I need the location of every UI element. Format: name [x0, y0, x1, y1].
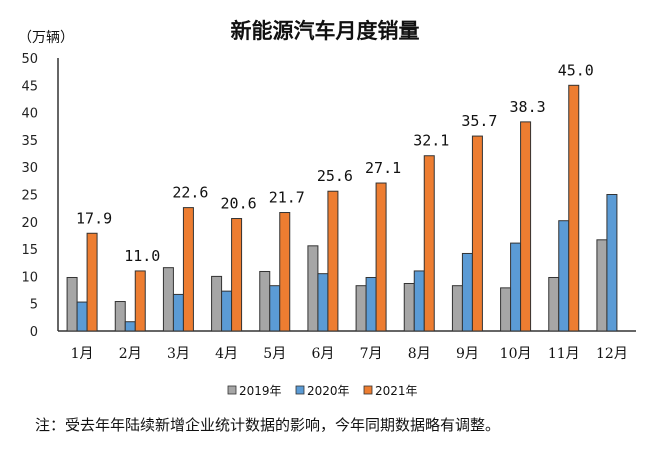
bar-2021年-11月	[568, 84, 580, 332]
chart-title: 新能源汽车月度销量	[231, 18, 420, 43]
bar-2021年-7月	[375, 182, 387, 332]
bar-2020年-11月	[558, 220, 570, 332]
data-label: 17.9	[76, 209, 112, 227]
x-tick-label: 2月	[119, 346, 142, 362]
legend-swatch	[363, 385, 373, 395]
data-label: 32.1	[413, 132, 449, 150]
x-tick-label: 1月	[71, 346, 94, 362]
x-tick-label: 5月	[263, 346, 286, 362]
y-tick-label: 10	[21, 270, 38, 285]
bar-2021年-8月	[423, 155, 435, 332]
bar-2021年-5月	[279, 212, 291, 332]
bar-2019年-4月	[211, 275, 223, 332]
data-label: 38.3	[510, 98, 546, 116]
legend-swatch	[295, 385, 305, 395]
x-tick-label: 10月	[500, 346, 532, 362]
bar-2020年-10月	[510, 242, 522, 332]
bar-2020年-3月	[172, 293, 184, 332]
data-label: 20.6	[221, 195, 257, 213]
footnote: 注：受去年年陆续新增企业统计数据的影响，今年同期数据略有调整。	[35, 416, 500, 434]
x-tick-label: 4月	[215, 346, 238, 362]
y-tick-label: 5	[30, 298, 38, 313]
bar-2021年-2月	[134, 270, 146, 332]
bar-2020年-9月	[461, 252, 473, 332]
bar-2019年-8月	[403, 282, 415, 332]
legend-label: 2019年	[239, 384, 282, 398]
bar-2019年-6月	[307, 245, 319, 332]
x-tick-label: 3月	[167, 346, 190, 362]
bar-2019年-9月	[451, 285, 463, 332]
bar-2021年-9月	[471, 135, 483, 332]
bar-2020年-8月	[413, 270, 425, 332]
data-label: 45.0	[558, 61, 594, 79]
data-label: 22.6	[172, 184, 208, 202]
data-label: 27.1	[365, 159, 401, 177]
bar-2020年-6月	[317, 273, 329, 332]
bar-2019年-5月	[259, 270, 271, 332]
y-tick-label: 50	[21, 52, 38, 67]
legend-swatch	[227, 385, 237, 395]
data-label: 11.0	[124, 247, 160, 265]
data-label: 35.7	[461, 112, 497, 130]
bar-2020年-2月	[124, 321, 136, 332]
bar-2021年-4月	[231, 218, 243, 332]
bar-2021年-10月	[520, 121, 532, 332]
y-tick-label: 25	[21, 189, 38, 204]
y-tick-label: 40	[21, 107, 38, 122]
bar-2020年-1月	[76, 301, 88, 332]
y-tick-label: 30	[21, 161, 38, 176]
legend-label: 2021年	[375, 384, 418, 398]
y-tick-label: 15	[21, 243, 38, 258]
bar-2021年-3月	[182, 207, 194, 332]
data-label: 21.7	[269, 189, 305, 207]
legend-label: 2020年	[307, 384, 350, 398]
y-tick-label: 20	[21, 216, 38, 231]
bar-2019年-12月	[596, 239, 608, 332]
x-tick-label: 8月	[408, 346, 431, 362]
bar-2019年-7月	[355, 285, 367, 332]
bar-2020年-4月	[221, 290, 233, 332]
data-label: 25.6	[317, 167, 353, 185]
bar-2019年-10月	[500, 287, 512, 332]
bar-2019年-2月	[114, 301, 126, 332]
bar-2019年-1月	[66, 276, 78, 332]
y-axis-unit: （万辆）	[18, 30, 74, 46]
x-tick-label: 9月	[456, 346, 479, 362]
bar-2021年-1月	[86, 232, 98, 332]
y-tick-label: 45	[21, 79, 38, 94]
bar-2020年-7月	[365, 276, 377, 332]
y-tick-label: 0	[30, 325, 38, 340]
bar-2019年-11月	[548, 276, 560, 332]
x-tick-label: 6月	[311, 346, 334, 362]
x-tick-label: 11月	[548, 346, 580, 362]
bar-2020年-5月	[269, 285, 281, 332]
bar-2020年-12月	[606, 194, 618, 332]
x-tick-label: 7月	[360, 346, 383, 362]
x-tick-label: 12月	[596, 346, 628, 362]
y-tick-label: 35	[21, 134, 38, 149]
bar-2019年-3月	[162, 267, 174, 332]
bar-2021年-6月	[327, 190, 339, 332]
